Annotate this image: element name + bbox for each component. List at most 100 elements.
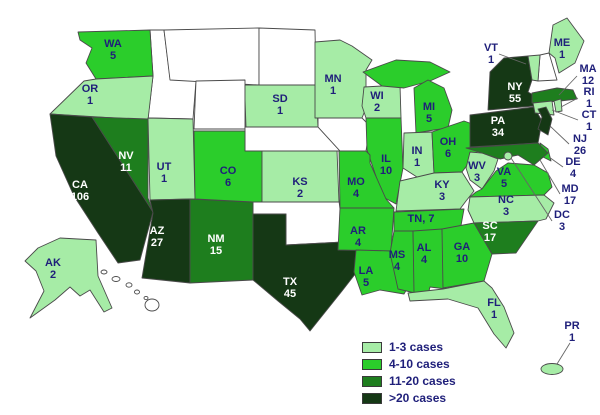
state-ms-label: MS 4 bbox=[389, 249, 406, 273]
hawaii-island-shape bbox=[143, 295, 149, 301]
state-ky-label: KY 3 bbox=[434, 179, 450, 203]
state-ar-shape bbox=[337, 207, 395, 252]
state-vt-label: VT 1 bbox=[484, 42, 498, 66]
state-oh-label: OH 6 bbox=[440, 136, 457, 160]
state-ga-label: GA 10 bbox=[454, 241, 471, 265]
leader-line-ri bbox=[560, 97, 579, 108]
state-ky-shape bbox=[395, 171, 475, 212]
state-vt-shape bbox=[527, 54, 541, 82]
state-wy-shape bbox=[193, 79, 246, 130]
state-nv-label: NV 11 bbox=[118, 150, 134, 174]
state-wv-label: WV 3 bbox=[468, 160, 486, 184]
state-tn-label: TN, 7 bbox=[408, 213, 435, 225]
state-dc-shape bbox=[503, 151, 513, 161]
state-ut-label: UT 1 bbox=[157, 161, 172, 185]
legend-swatch bbox=[362, 342, 382, 353]
state-mn-shape bbox=[314, 39, 373, 119]
state-pa-label: PA 34 bbox=[491, 115, 506, 139]
legend-item: 11-20 cases bbox=[362, 373, 456, 390]
state-mn-label: MN 1 bbox=[324, 73, 341, 97]
state-md-label: MD 17 bbox=[561, 183, 578, 207]
state-la-label: LA 5 bbox=[359, 265, 374, 289]
state-ks-shape bbox=[261, 150, 340, 203]
leader-line-pr bbox=[556, 342, 571, 365]
leader-line-ma bbox=[558, 75, 578, 96]
state-tx-label: TX 45 bbox=[283, 276, 298, 300]
state-wi-label: WI 2 bbox=[370, 90, 383, 114]
hawaii-island-shape bbox=[125, 282, 133, 288]
state-mi-shape bbox=[362, 59, 451, 89]
hawaii-island-shape bbox=[144, 298, 160, 312]
state-ri-shape bbox=[553, 98, 563, 113]
state-me-label: ME 1 bbox=[554, 37, 571, 61]
hawaii-island-shape bbox=[134, 289, 140, 295]
state-ms-shape bbox=[389, 230, 416, 294]
state-fl-label: FL 1 bbox=[487, 297, 501, 321]
state-nj-label: NJ 26 bbox=[573, 133, 587, 157]
state-dc-label: DC 3 bbox=[554, 209, 570, 233]
state-il-shape bbox=[365, 117, 404, 205]
leader-line-de bbox=[548, 156, 564, 168]
state-fl-shape bbox=[407, 280, 515, 349]
legend-item-label: 4-10 cases bbox=[389, 357, 450, 371]
legend-swatch bbox=[362, 393, 382, 404]
state-tx-shape bbox=[252, 213, 357, 332]
leader-line-md bbox=[539, 159, 561, 195]
state-ut-shape bbox=[147, 117, 196, 201]
state-ct-label: CT 1 bbox=[582, 109, 597, 133]
legend-item-label: 1-3 cases bbox=[389, 340, 444, 354]
state-nc-label: NC 3 bbox=[498, 194, 514, 218]
state-sc-shape bbox=[473, 220, 539, 255]
state-wa-shape bbox=[77, 29, 154, 80]
state-sd-label: SD 1 bbox=[272, 93, 287, 117]
state-ga-shape bbox=[441, 222, 493, 289]
leader-line-nj bbox=[549, 125, 570, 145]
state-mo-label: MO 4 bbox=[347, 176, 365, 200]
state-ri-label: RI 1 bbox=[584, 86, 595, 110]
state-nc-shape bbox=[467, 194, 555, 224]
state-az-label: AZ 27 bbox=[150, 225, 165, 249]
state-sd-shape bbox=[244, 84, 319, 128]
state-az-shape bbox=[141, 198, 191, 284]
legend-swatch bbox=[362, 359, 382, 370]
state-or-label: OR 1 bbox=[82, 83, 99, 107]
state-pr-shape bbox=[540, 363, 564, 375]
state-al-label: AL 4 bbox=[417, 242, 432, 266]
legend-item-label: >20 cases bbox=[389, 391, 447, 405]
state-me-shape bbox=[548, 17, 585, 74]
legend-swatch bbox=[362, 376, 382, 387]
legend-item: 1-3 cases bbox=[362, 339, 456, 356]
case-count-legend: 1-3 cases 4-10 cases 11-20 cases >20 cases bbox=[362, 339, 456, 407]
state-or-shape bbox=[49, 75, 154, 121]
state-ks-label: KS 2 bbox=[292, 176, 307, 200]
state-ny-label: NY 55 bbox=[507, 81, 523, 105]
state-ma-label: MA 12 bbox=[579, 63, 596, 87]
state-mt-shape bbox=[163, 27, 260, 86]
state-ak-label: AK 2 bbox=[45, 257, 61, 281]
state-va-shape bbox=[469, 162, 553, 198]
state-ca-label: CA 106 bbox=[71, 179, 89, 203]
state-mi-label: MI 5 bbox=[423, 101, 435, 125]
state-va-label: VA 5 bbox=[497, 166, 512, 190]
leader-line-dc bbox=[510, 157, 553, 222]
state-ar-label: AR 4 bbox=[350, 225, 366, 249]
state-al-shape bbox=[412, 228, 447, 296]
state-ak-shape bbox=[24, 237, 113, 319]
legend-item-label: 11-20 cases bbox=[389, 374, 456, 388]
state-il-label: IL 10 bbox=[380, 153, 392, 177]
legend-item: >20 cases bbox=[362, 390, 456, 407]
state-in-label: IN 1 bbox=[412, 145, 423, 169]
hawaii-island-shape bbox=[111, 276, 121, 282]
state-sc-label: SC 17 bbox=[482, 220, 497, 244]
hawaii-island-shape bbox=[100, 269, 108, 275]
state-pr-label: PR 1 bbox=[564, 320, 579, 344]
state-wa-label: WA 5 bbox=[104, 38, 122, 62]
state-nm-label: NM 15 bbox=[207, 233, 224, 257]
state-nd-shape bbox=[258, 27, 317, 86]
state-nv-shape bbox=[91, 116, 154, 213]
state-nj-shape bbox=[537, 106, 553, 136]
state-pa-shape bbox=[469, 106, 543, 148]
state-co-label: CO 6 bbox=[220, 165, 237, 189]
